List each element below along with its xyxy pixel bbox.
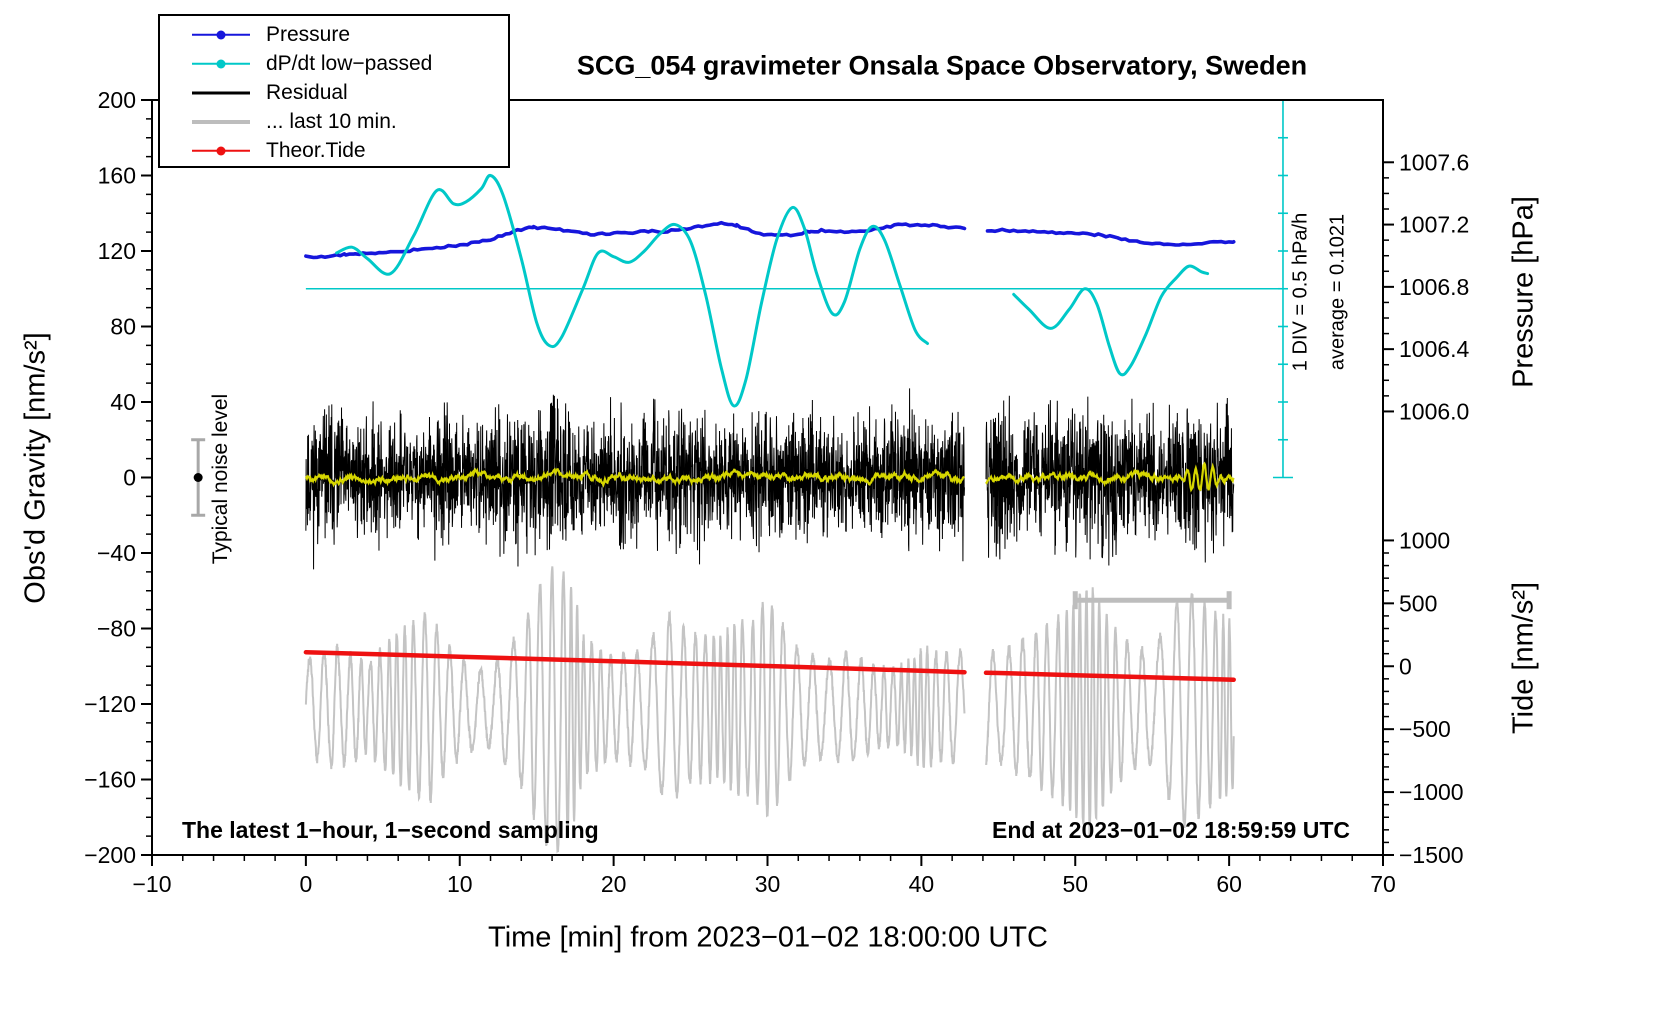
y-left-tick-label: −200: [84, 842, 136, 868]
tide-axis-title: Tide [nm/s²]: [1507, 581, 1540, 735]
tide-tick-label: −1000: [1399, 779, 1464, 805]
x-tick-label: 10: [447, 871, 473, 897]
legend-marker: [192, 56, 250, 72]
x-tick-label: 0: [299, 871, 312, 897]
legend-dot-icon: [216, 30, 226, 39]
y-left-tick-label: 40: [110, 389, 136, 415]
x-axis-title: Time [min] from 2023−01−02 18:00:00 UTC: [488, 921, 1048, 954]
x-tick-label: 30: [755, 871, 781, 897]
tide-tick-label: 500: [1399, 590, 1437, 616]
legend-item-3: ... last 10 min.: [160, 107, 508, 136]
last10-series: [304, 566, 1235, 854]
dpdt-series: [335, 174, 929, 408]
legend-item-2: Residual: [160, 78, 508, 107]
pressure-tick-label: 1007.2: [1399, 212, 1469, 238]
pressure-tick-label: 1006.4: [1399, 336, 1470, 362]
tide-tick-label: −1500: [1399, 842, 1464, 868]
dpdt-series: [1012, 264, 1210, 377]
y-left-tick-label: 160: [98, 163, 136, 189]
x-tick-label: 50: [1062, 871, 1088, 897]
pressure-axis-title: Pressure [hPa]: [1507, 196, 1540, 388]
pressure-series: [304, 220, 967, 260]
legend-label: dP/dt low−passed: [266, 52, 433, 75]
residual-lowpass-series: [304, 461, 1235, 493]
y-left-tick-label: 120: [98, 238, 136, 264]
y-left-tick-label: 0: [123, 465, 136, 491]
legend-marker: [192, 27, 250, 43]
legend-label: ... last 10 min.: [266, 110, 397, 133]
pressure-tick-label: 1007.6: [1399, 149, 1469, 175]
tide-series: [983, 670, 1236, 682]
tide-tick-label: 0: [1399, 653, 1412, 679]
x-tick-label: −10: [132, 871, 171, 897]
legend-marker: [192, 114, 250, 130]
sampling-note: The latest 1−hour, 1−second sampling: [182, 817, 599, 843]
legend-label: Pressure: [266, 23, 351, 46]
end-time-note: End at 2023−01−02 18:59:59 UTC: [992, 817, 1350, 843]
y-left-axis-title: Obs'd Gravity [nm/s²]: [19, 332, 52, 604]
y-left-tick-label: 80: [110, 314, 136, 340]
pressure-series: [985, 227, 1236, 247]
y-left-tick-label: −40: [97, 540, 136, 566]
legend-label: Residual: [266, 81, 348, 104]
noise-level-dot: [193, 473, 203, 482]
page-title: SCG_054 gravimeter Onsala Space Observat…: [576, 50, 1308, 81]
legend-item-1: dP/dt low−passed: [160, 49, 508, 78]
x-tick-label: 70: [1370, 871, 1396, 897]
legend-item-4: Theor.Tide: [160, 136, 508, 165]
legend-line: [192, 91, 250, 94]
div-scale-note: 1 DIV = 0.5 hPa/h: [1289, 212, 1312, 372]
average-note: average = 0.1021: [1326, 213, 1349, 371]
tide-series: [303, 649, 967, 675]
legend-marker: [192, 85, 250, 101]
legend-label: Theor.Tide: [266, 139, 366, 162]
pressure-tick-label: 1006.8: [1399, 274, 1469, 300]
legend-dot-icon: [216, 59, 226, 68]
legend-item-0: Pressure: [160, 20, 508, 49]
legend-dot-icon: [216, 146, 226, 155]
y-left-tick-label: 200: [98, 87, 136, 113]
y-left-tick-label: −80: [97, 616, 136, 642]
x-tick-label: 40: [909, 871, 935, 897]
noise-level-label: Typical noise level: [209, 393, 232, 565]
tide-tick-label: 1000: [1399, 527, 1450, 553]
legend-line: [192, 119, 250, 124]
tide-tick-label: −500: [1399, 716, 1451, 742]
legend-marker: [192, 143, 250, 159]
pressure-tick-label: 1006.0: [1399, 398, 1469, 424]
y-left-tick-label: −120: [84, 691, 136, 717]
x-tick-label: 60: [1216, 871, 1242, 897]
legend: Pressure dP/dt low−passed Residual ... last…: [158, 14, 510, 168]
y-left-tick-label: −160: [84, 767, 136, 793]
x-tick-label: 20: [601, 871, 627, 897]
